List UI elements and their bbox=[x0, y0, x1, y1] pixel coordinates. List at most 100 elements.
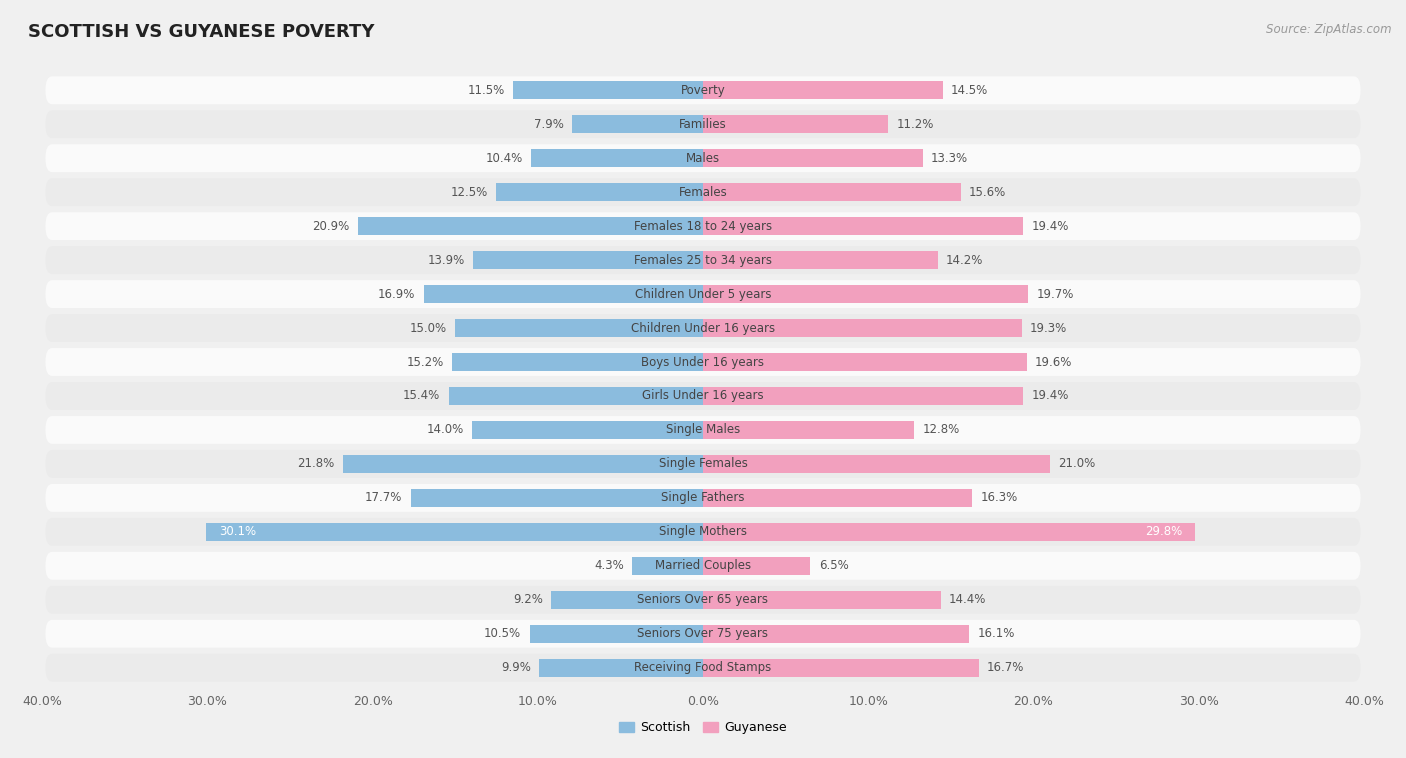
Bar bbox=[703, 557, 810, 575]
Text: 10.5%: 10.5% bbox=[484, 627, 522, 641]
Text: Single Fathers: Single Fathers bbox=[661, 491, 745, 504]
Bar bbox=[703, 149, 922, 167]
Text: 10.4%: 10.4% bbox=[485, 152, 523, 164]
Bar bbox=[703, 421, 914, 439]
FancyBboxPatch shape bbox=[45, 586, 1361, 614]
FancyBboxPatch shape bbox=[45, 111, 1361, 138]
Bar bbox=[703, 319, 1022, 337]
Text: Children Under 16 years: Children Under 16 years bbox=[631, 321, 775, 334]
Text: 30.1%: 30.1% bbox=[219, 525, 256, 538]
Text: 13.9%: 13.9% bbox=[427, 254, 465, 267]
Text: Poverty: Poverty bbox=[681, 84, 725, 97]
Text: 12.5%: 12.5% bbox=[451, 186, 488, 199]
Bar bbox=[423, 285, 703, 303]
FancyBboxPatch shape bbox=[45, 77, 1361, 104]
FancyBboxPatch shape bbox=[45, 348, 1361, 376]
Bar bbox=[474, 252, 703, 269]
Text: 13.3%: 13.3% bbox=[931, 152, 969, 164]
FancyBboxPatch shape bbox=[45, 518, 1361, 546]
FancyBboxPatch shape bbox=[45, 178, 1361, 206]
Text: 19.7%: 19.7% bbox=[1036, 287, 1074, 301]
Text: 16.9%: 16.9% bbox=[378, 287, 416, 301]
Text: 11.2%: 11.2% bbox=[896, 117, 934, 131]
Bar bbox=[703, 523, 1195, 540]
FancyBboxPatch shape bbox=[45, 484, 1361, 512]
Text: 15.6%: 15.6% bbox=[969, 186, 1007, 199]
Text: Children Under 5 years: Children Under 5 years bbox=[634, 287, 772, 301]
FancyBboxPatch shape bbox=[45, 246, 1361, 274]
Text: Males: Males bbox=[686, 152, 720, 164]
Bar bbox=[703, 252, 938, 269]
Text: 9.2%: 9.2% bbox=[513, 594, 543, 606]
Text: 19.3%: 19.3% bbox=[1031, 321, 1067, 334]
FancyBboxPatch shape bbox=[45, 620, 1361, 647]
Bar bbox=[357, 218, 703, 235]
Text: 16.1%: 16.1% bbox=[977, 627, 1015, 641]
Bar bbox=[411, 489, 703, 506]
Text: 4.3%: 4.3% bbox=[593, 559, 624, 572]
Text: Seniors Over 65 years: Seniors Over 65 years bbox=[637, 594, 769, 606]
Text: 21.8%: 21.8% bbox=[297, 457, 335, 471]
Text: Source: ZipAtlas.com: Source: ZipAtlas.com bbox=[1267, 23, 1392, 36]
Bar bbox=[451, 353, 703, 371]
FancyBboxPatch shape bbox=[45, 280, 1361, 308]
Text: Females: Females bbox=[679, 186, 727, 199]
Text: Single Males: Single Males bbox=[666, 424, 740, 437]
Bar bbox=[703, 591, 941, 609]
Bar bbox=[703, 659, 979, 677]
Bar bbox=[631, 557, 703, 575]
Text: Boys Under 16 years: Boys Under 16 years bbox=[641, 356, 765, 368]
Bar bbox=[572, 115, 703, 133]
Text: Girls Under 16 years: Girls Under 16 years bbox=[643, 390, 763, 402]
Bar bbox=[703, 625, 969, 643]
Text: 9.9%: 9.9% bbox=[502, 661, 531, 674]
Text: SCOTTISH VS GUYANESE POVERTY: SCOTTISH VS GUYANESE POVERTY bbox=[28, 23, 374, 41]
Bar bbox=[703, 81, 942, 99]
FancyBboxPatch shape bbox=[45, 654, 1361, 681]
Text: 14.0%: 14.0% bbox=[426, 424, 464, 437]
Text: Single Females: Single Females bbox=[658, 457, 748, 471]
Text: Families: Families bbox=[679, 117, 727, 131]
FancyBboxPatch shape bbox=[45, 144, 1361, 172]
Text: Receiving Food Stamps: Receiving Food Stamps bbox=[634, 661, 772, 674]
Bar bbox=[703, 285, 1028, 303]
Bar bbox=[703, 387, 1024, 405]
Text: 14.5%: 14.5% bbox=[950, 84, 988, 97]
Bar bbox=[496, 183, 703, 201]
Text: 14.4%: 14.4% bbox=[949, 594, 987, 606]
Text: 12.8%: 12.8% bbox=[922, 424, 960, 437]
Bar bbox=[531, 149, 703, 167]
Text: 29.8%: 29.8% bbox=[1144, 525, 1182, 538]
Text: 16.7%: 16.7% bbox=[987, 661, 1025, 674]
FancyBboxPatch shape bbox=[45, 314, 1361, 342]
Text: 11.5%: 11.5% bbox=[468, 84, 505, 97]
Legend: Scottish, Guyanese: Scottish, Guyanese bbox=[614, 716, 792, 740]
Bar bbox=[703, 183, 960, 201]
FancyBboxPatch shape bbox=[45, 416, 1361, 444]
Text: Females 18 to 24 years: Females 18 to 24 years bbox=[634, 220, 772, 233]
Bar bbox=[551, 591, 703, 609]
Text: 15.4%: 15.4% bbox=[404, 390, 440, 402]
Bar bbox=[703, 353, 1026, 371]
Text: 15.0%: 15.0% bbox=[409, 321, 447, 334]
Bar bbox=[703, 218, 1024, 235]
FancyBboxPatch shape bbox=[45, 212, 1361, 240]
Text: 20.9%: 20.9% bbox=[312, 220, 350, 233]
Text: Seniors Over 75 years: Seniors Over 75 years bbox=[637, 627, 769, 641]
Bar bbox=[703, 455, 1050, 473]
Text: 21.0%: 21.0% bbox=[1059, 457, 1095, 471]
Text: Single Mothers: Single Mothers bbox=[659, 525, 747, 538]
Bar bbox=[530, 625, 703, 643]
Bar bbox=[703, 489, 973, 506]
Text: 7.9%: 7.9% bbox=[534, 117, 564, 131]
Bar bbox=[456, 319, 703, 337]
Text: Married Couples: Married Couples bbox=[655, 559, 751, 572]
Text: 19.4%: 19.4% bbox=[1032, 220, 1069, 233]
FancyBboxPatch shape bbox=[45, 382, 1361, 410]
Bar bbox=[449, 387, 703, 405]
Text: 17.7%: 17.7% bbox=[366, 491, 402, 504]
FancyBboxPatch shape bbox=[45, 450, 1361, 478]
Text: 6.5%: 6.5% bbox=[818, 559, 848, 572]
Bar bbox=[513, 81, 703, 99]
Bar bbox=[540, 659, 703, 677]
